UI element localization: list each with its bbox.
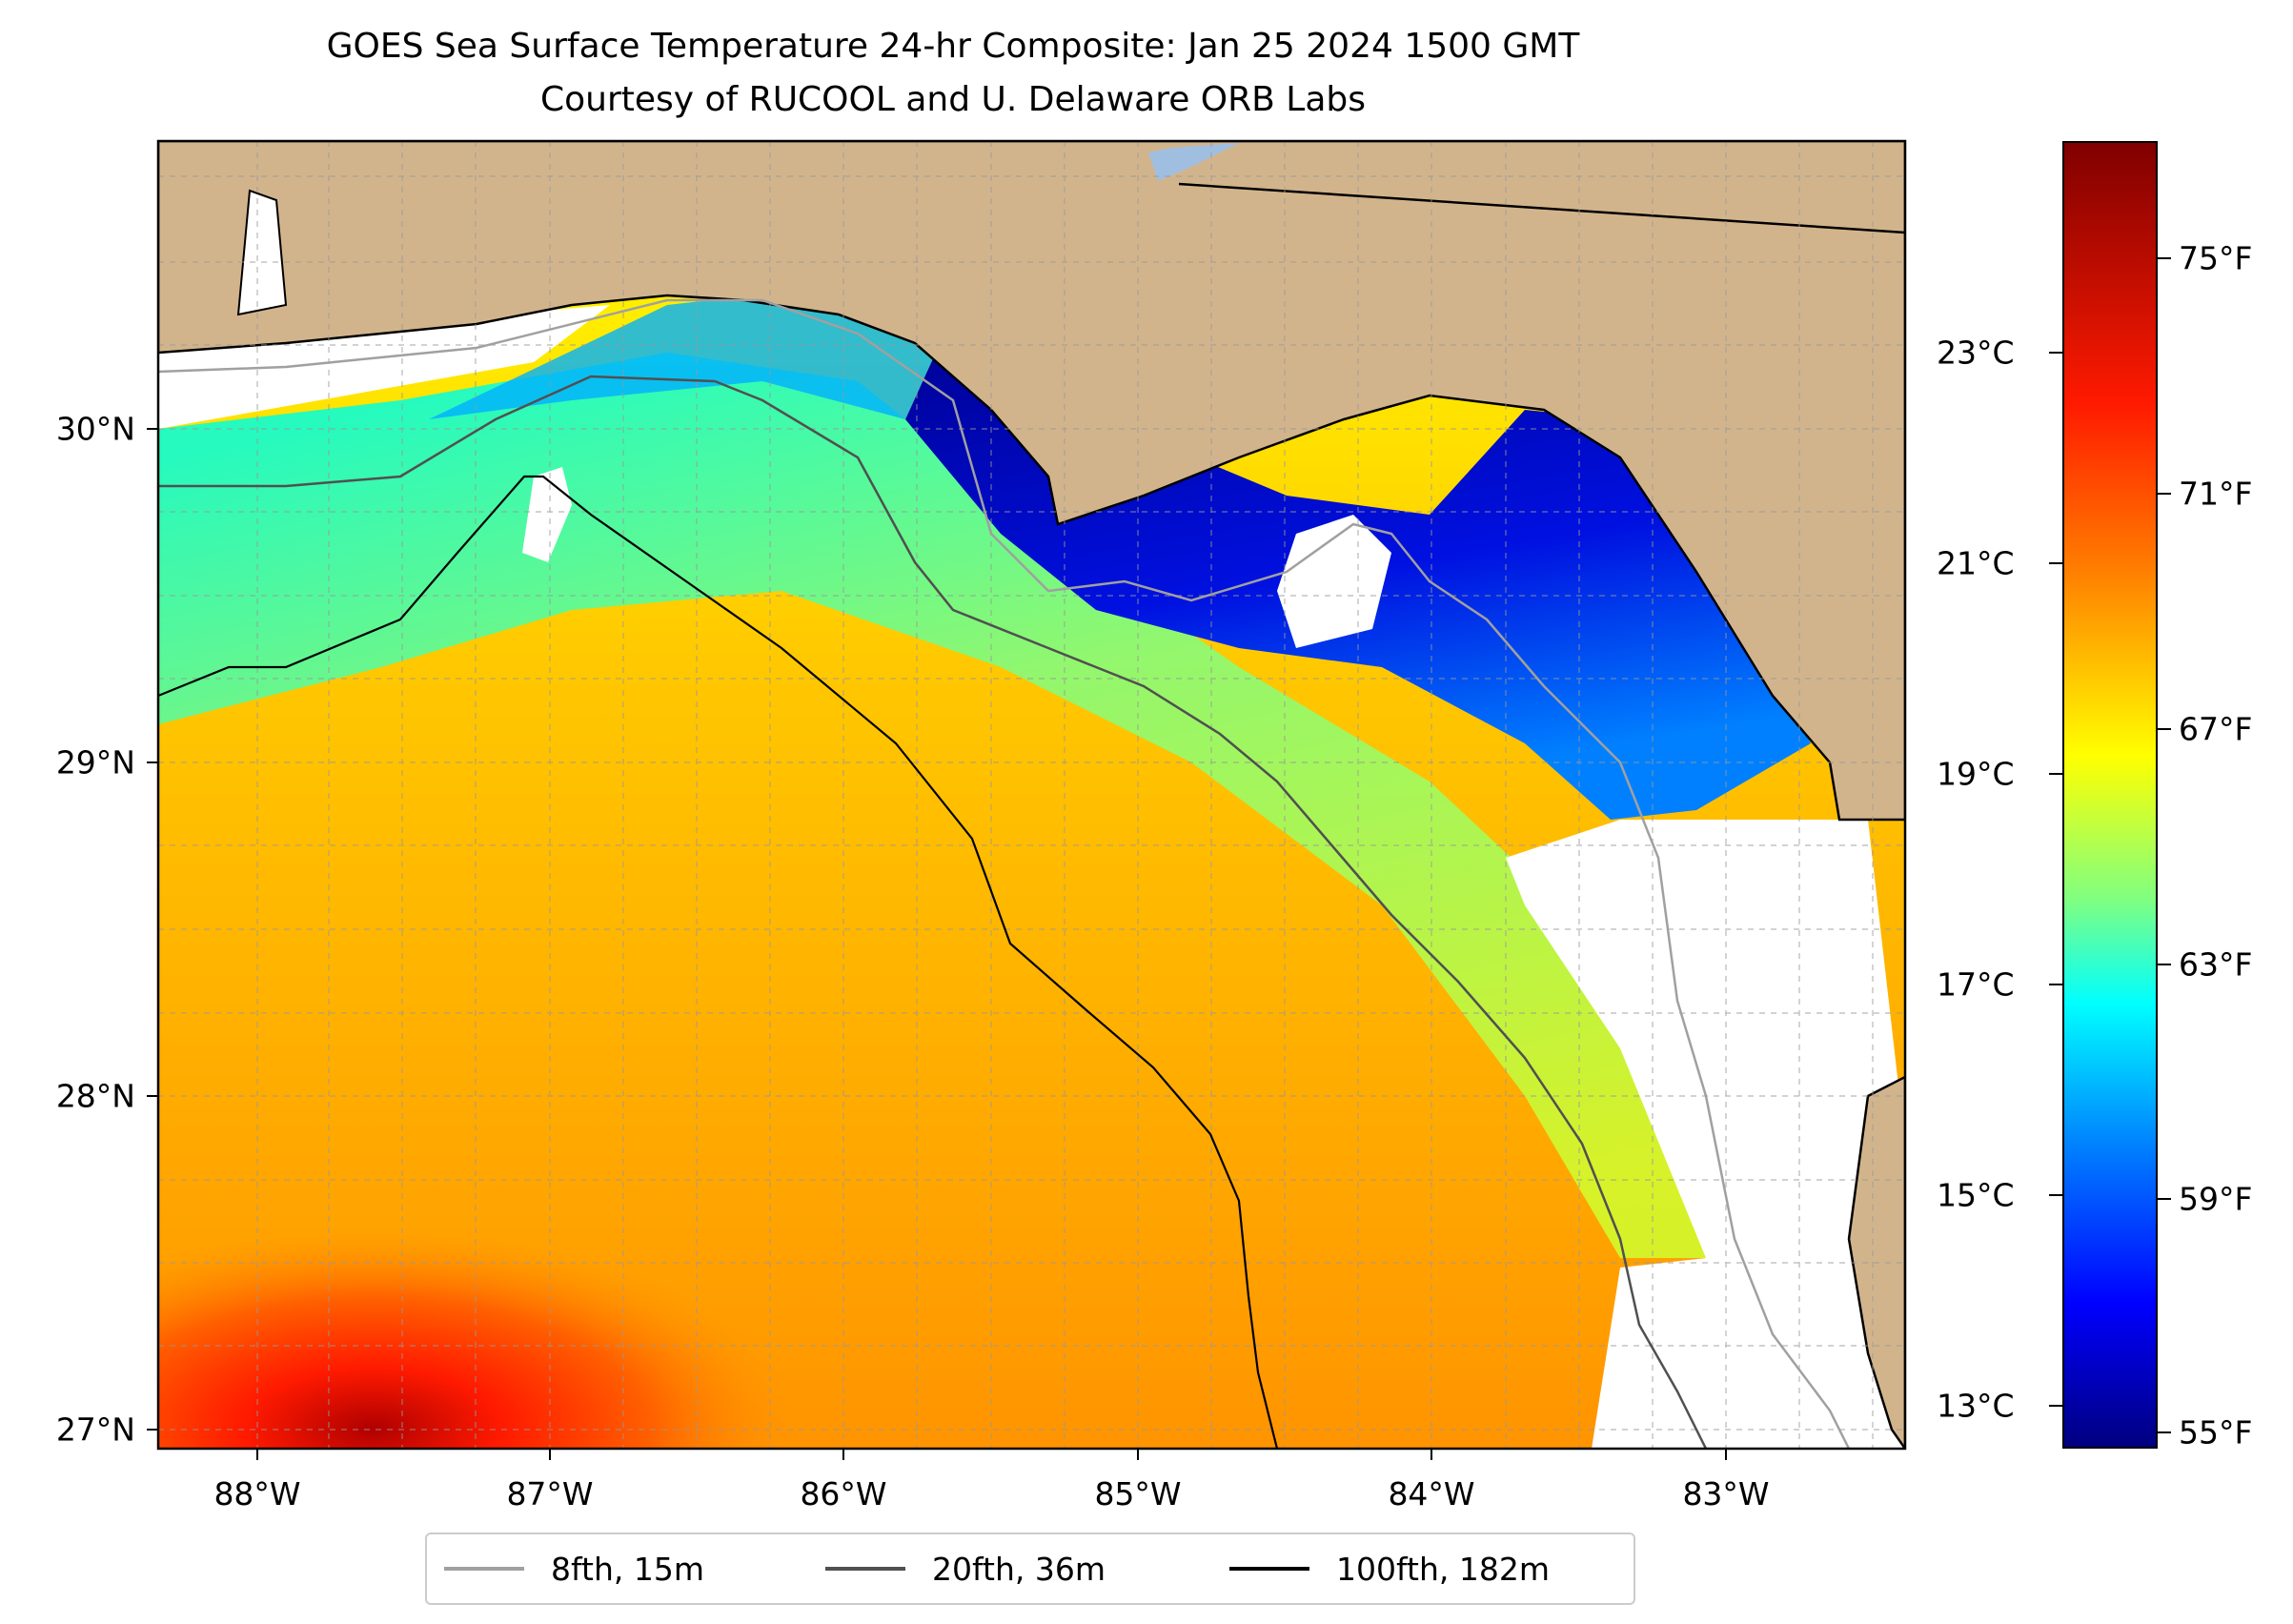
lake bbox=[1148, 143, 1239, 181]
map-title: GOES Sea Surface Temperature 24-hr Compo… bbox=[326, 27, 1580, 66]
legend-label: 8fth, 15m bbox=[551, 1550, 705, 1588]
celsius-tick-label: 23°C bbox=[1937, 334, 2015, 372]
legend-label: 100fth, 182m bbox=[1336, 1550, 1550, 1588]
no-data-area bbox=[1506, 820, 1905, 1449]
legend-label: 20fth, 36m bbox=[932, 1550, 1106, 1588]
celsius-tick-label: 13°C bbox=[1937, 1387, 2015, 1425]
y-tick-label: 28°N bbox=[55, 1077, 135, 1115]
x-tick-label: 83°W bbox=[1682, 1475, 1770, 1512]
y-tick-label: 30°N bbox=[55, 410, 135, 448]
legend-item-8fth: 8fth, 15m bbox=[444, 1534, 704, 1603]
x-tick-label: 85°W bbox=[1094, 1475, 1182, 1512]
x-tick-label: 88°W bbox=[213, 1475, 301, 1512]
fahrenheit-tick-label: 59°F bbox=[2179, 1180, 2253, 1218]
nearshore-cool bbox=[429, 286, 953, 419]
fahrenheit-tick-label: 71°F bbox=[2179, 475, 2253, 513]
x-tick-label: 87°W bbox=[506, 1475, 594, 1512]
x-tick-label: 84°W bbox=[1388, 1475, 1475, 1512]
warm-core bbox=[158, 1048, 1016, 1449]
isobath-8fth bbox=[158, 298, 1851, 1449]
legend-item-100fth: 100fth, 182m bbox=[1229, 1534, 1550, 1603]
fahrenheit-tick-label: 63°F bbox=[2179, 945, 2253, 984]
legend-swatch bbox=[444, 1567, 524, 1571]
legend-item-20fth: 20fth, 36m bbox=[825, 1534, 1106, 1603]
legend-swatch bbox=[1229, 1567, 1309, 1571]
isobath-legend: 8fth, 15m 20fth, 36m 100fth, 182m bbox=[425, 1533, 1635, 1605]
x-tick-label: 86°W bbox=[800, 1475, 887, 1512]
map-subtitle: Courtesy of RUCOOL and U. Delaware ORB L… bbox=[539, 80, 1367, 119]
celsius-tick-label: 19°C bbox=[1937, 755, 2015, 793]
y-tick-label: 29°N bbox=[55, 743, 135, 782]
graticule bbox=[158, 141, 1905, 1449]
no-data-patch bbox=[1277, 515, 1391, 648]
colorbar bbox=[2062, 141, 2158, 1449]
fahrenheit-tick-label: 55°F bbox=[2179, 1413, 2253, 1451]
celsius-tick-label: 17°C bbox=[1937, 965, 2015, 1004]
isobath-100fth bbox=[158, 475, 1279, 1449]
celsius-tick-label: 21°C bbox=[1937, 544, 2015, 582]
fahrenheit-tick-label: 75°F bbox=[2179, 239, 2253, 277]
celsius-tick-label: 15°C bbox=[1937, 1176, 2015, 1214]
isobath-20fth bbox=[158, 375, 1708, 1449]
map-frame bbox=[156, 139, 1907, 1451]
y-tick-label: 27°N bbox=[55, 1411, 135, 1449]
legend-swatch bbox=[825, 1567, 905, 1571]
fahrenheit-tick-label: 67°F bbox=[2179, 710, 2253, 748]
